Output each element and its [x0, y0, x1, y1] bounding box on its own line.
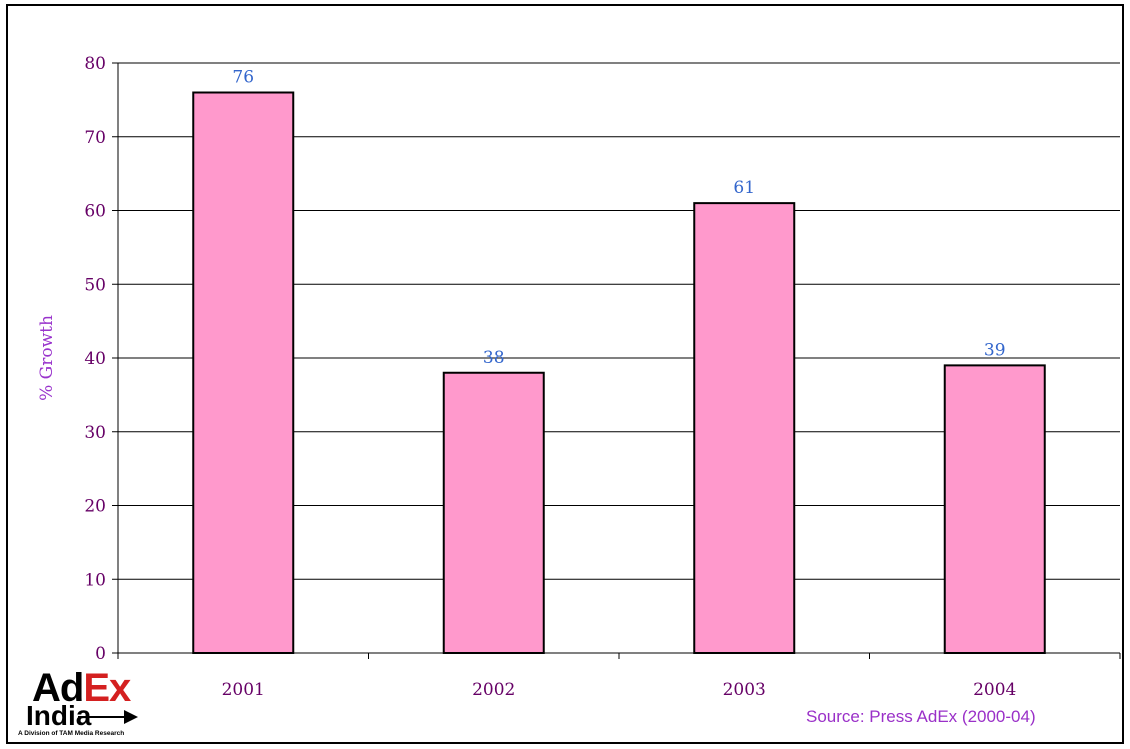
x-tick-label-2002: 2002 [472, 680, 515, 700]
y-axis-label: % Growth [37, 315, 57, 401]
y-tick-label: 20 [84, 497, 106, 517]
x-tick-label-2003: 2003 [723, 680, 766, 700]
y-tick-label: 40 [84, 349, 106, 369]
logo-ex-text: Ex [83, 666, 131, 710]
logo-ad-text: Ad [32, 666, 84, 710]
data-label-2003: 61 [733, 178, 755, 198]
y-tick-label: 10 [84, 570, 106, 590]
logo-india-text: India [26, 700, 92, 731]
bars: 76 38 61 39 [192, 68, 1046, 654]
y-tick-label: 80 [84, 54, 106, 74]
bar-2002 [442, 371, 545, 654]
data-label-2001: 76 [232, 68, 254, 88]
y-tick-label: 60 [84, 202, 106, 222]
logo-tagline: A Division of TAM Media Research [18, 730, 125, 737]
adex-india-logo: AdEx India A Division of TAM Media Resea… [18, 666, 148, 744]
y-tick-label: 0 [95, 644, 106, 664]
x-tick-label-2004: 2004 [973, 680, 1016, 700]
bar-2004 [943, 364, 1046, 654]
bar-2003 [693, 202, 796, 654]
bar-2001 [192, 91, 295, 654]
y-tick-label: 70 [84, 128, 106, 148]
y-tick-label: 30 [84, 423, 106, 443]
source-note: Source: Press AdEx (2000-04) [806, 707, 1036, 726]
data-label-2004: 39 [984, 340, 1006, 360]
x-axis-ticks: 2001 2002 2003 2004 [117, 653, 1121, 700]
y-tick-label: 50 [84, 275, 106, 295]
logo-adex: AdEx [32, 666, 131, 711]
x-tick-label-2001: 2001 [222, 680, 265, 700]
data-label-2002: 38 [483, 348, 505, 368]
y-axis-ticks: 0 10 20 30 40 50 60 70 80 [84, 54, 119, 664]
logo-arrow-icon [78, 710, 138, 724]
